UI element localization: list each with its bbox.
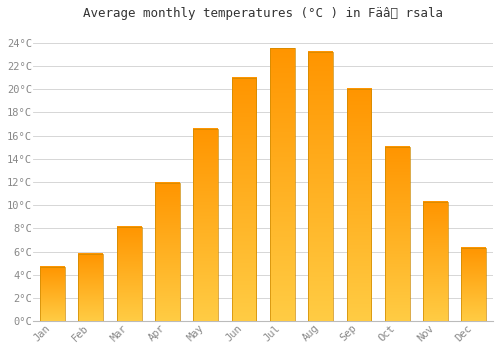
- Title: Average monthly temperatures (°C ) in Fäâ rsala: Average monthly temperatures (°C ) in Fä…: [83, 7, 443, 20]
- Bar: [346, 89, 372, 321]
- Bar: [308, 52, 333, 321]
- Bar: [194, 128, 218, 321]
- Bar: [232, 77, 256, 321]
- Bar: [385, 147, 409, 321]
- Bar: [270, 49, 295, 321]
- Bar: [155, 183, 180, 321]
- Bar: [423, 202, 448, 321]
- Bar: [40, 267, 65, 321]
- Bar: [78, 254, 103, 321]
- Bar: [116, 227, 141, 321]
- Bar: [462, 248, 486, 321]
